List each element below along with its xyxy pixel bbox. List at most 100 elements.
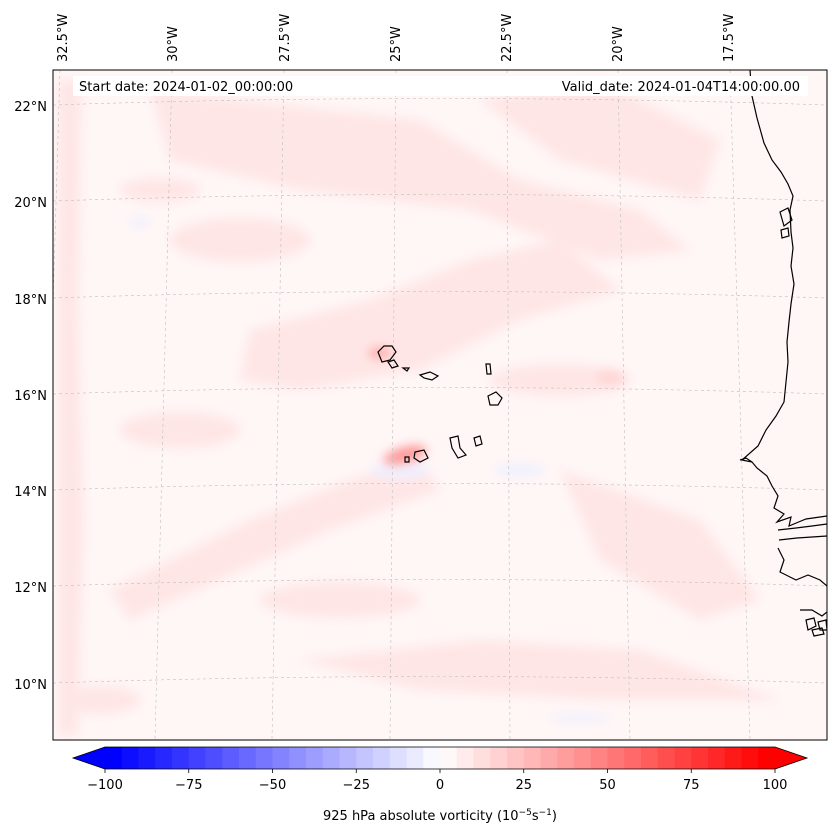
colorbar-extend-low <box>73 747 105 769</box>
vorticity-band-east <box>560 470 760 620</box>
coastline-bijagos-3 <box>817 619 827 631</box>
colorbar-cell <box>540 747 558 769</box>
graticule <box>53 70 827 740</box>
colorbar-cell <box>322 747 340 769</box>
colorbar-tick-label: 75 <box>683 778 700 793</box>
vorticity-blob-5 <box>596 369 624 385</box>
vorticity-blob-4 <box>260 582 420 618</box>
vorticity-neg-4 <box>130 217 150 227</box>
colorbar-cell <box>456 747 474 769</box>
colorbar-cell <box>657 747 675 769</box>
colorbar-cell <box>306 747 324 769</box>
colorbar-cell <box>708 747 726 769</box>
coastline-cape-verde-7 <box>449 435 468 459</box>
colorbar-tick-label: 50 <box>599 778 616 793</box>
colorbar: −100 −75 −50 −25 0 25 50 75 100 925 hPa absolute… <box>71 746 809 824</box>
gridline-lon-17-5w <box>729 70 751 740</box>
coastline-west-africa <box>740 70 827 527</box>
colorbar-cell <box>138 747 156 769</box>
lon-label-20w: 20°W <box>611 26 626 62</box>
map-frame <box>52 69 828 741</box>
valid-date-label: Valid_date: 2024-01-04T14:00:00.00 <box>562 80 800 95</box>
coastline-cape-verde-8 <box>473 435 483 447</box>
colorbar-cell <box>674 747 692 769</box>
lon-label-22-5w: 22.5°W <box>500 14 515 62</box>
colorbar-cell <box>574 747 592 769</box>
colorbar-cell <box>523 747 541 769</box>
coastline-cape-verde-1 <box>377 345 397 363</box>
vorticity-neg-1 <box>370 462 430 478</box>
gridline-lat-18n <box>53 291 827 299</box>
gridline-lat-14n <box>53 483 827 491</box>
vorticity-neg-2 <box>495 464 545 476</box>
lon-label-17-5w: 17.5°W <box>722 14 737 62</box>
colorbar-cell <box>121 747 139 769</box>
colorbar-cell <box>222 747 240 769</box>
colorbar-cell <box>624 747 642 769</box>
coastline-cape-verde-5 <box>485 363 492 375</box>
gridline-lat-22n <box>53 98 827 106</box>
vorticity-blob-7 <box>120 178 200 202</box>
colorbar-tick-label: −25 <box>343 778 370 793</box>
coastline-guinea-bissau <box>777 547 827 617</box>
lon-tick-labels: 32.5°W 30°W 27.5°W 25°W 22.5°W 20°W 17.5… <box>56 14 737 62</box>
coastline-cape-verde-6 <box>487 391 503 406</box>
colorbar-cells <box>105 747 776 769</box>
lon-label-30w: 30°W <box>166 26 181 62</box>
coastline-cape-verde-10 <box>404 456 410 463</box>
vorticity-blob-2 <box>120 412 240 448</box>
colorbar-cell <box>255 747 273 769</box>
annotation-background <box>73 76 808 96</box>
lat-label-22n: 22°N <box>14 100 47 115</box>
vorticity-cores <box>368 347 427 465</box>
colorbar-tick-label: 0 <box>436 778 444 793</box>
colorbar-extend-high <box>775 747 807 769</box>
colorbar-tick-label: 25 <box>515 778 532 793</box>
lon-label-32-5w: 32.5°W <box>56 14 71 62</box>
coastline-gambia <box>777 523 827 541</box>
coastline-banc-arguin-1 <box>779 207 793 228</box>
coastline-banc-arguin-2 <box>780 227 790 239</box>
lat-label-10n: 10°N <box>14 678 47 693</box>
colorbar-tick-label: −100 <box>87 778 123 793</box>
vorticity-band-southwest <box>110 460 440 620</box>
lat-tick-labels: 22°N 20°N 18°N 16°N 14°N 12°N 10°N <box>14 100 47 693</box>
coastline-cape-verde-9 <box>413 449 429 463</box>
gridline-lon-30w <box>154 70 173 740</box>
vorticity-band-south <box>300 640 780 700</box>
lat-label-16n: 16°N <box>14 389 47 404</box>
colorbar-cell <box>490 747 508 769</box>
gridline-lon-27-5w <box>271 70 285 740</box>
vorticity-field <box>58 80 780 735</box>
gridline-lat-12n <box>53 579 827 587</box>
lat-label-12n: 12°N <box>14 581 47 596</box>
vorticity-core-fogo <box>383 445 427 465</box>
vorticity-blob-6 <box>60 686 140 714</box>
start-date-label: Start date: 2024-01-02_00:00:00 <box>79 80 293 95</box>
gridline-lat-20n <box>53 194 827 202</box>
coastline-bijagos-1 <box>805 617 817 631</box>
colorbar-cell <box>440 747 458 769</box>
coastlines <box>377 70 827 637</box>
coastline-bijagos-2 <box>811 627 825 637</box>
map-panel: Start date: 2024-01-02_00:00:00 Valid_da… <box>53 70 827 740</box>
colorbar-cell <box>172 747 190 769</box>
lat-label-18n: 18°N <box>14 293 47 308</box>
vorticity-neg-3 <box>550 714 610 722</box>
colorbar-cell <box>590 747 608 769</box>
colorbar-cell <box>423 747 441 769</box>
colorbar-cell <box>356 747 374 769</box>
coastline-cape-verde-3 <box>401 367 411 372</box>
colorbar-cell <box>641 747 659 769</box>
colorbar-cell <box>289 747 307 769</box>
colorbar-cell <box>272 747 290 769</box>
colorbar-cell <box>373 747 391 769</box>
colorbar-tick-label: 100 <box>763 778 788 793</box>
colorbar-cell <box>105 747 123 769</box>
colorbar-cell <box>607 747 625 769</box>
colorbar-cell <box>406 747 424 769</box>
gridline-lat-10n <box>53 676 827 684</box>
gridline-lon-20w <box>617 70 631 740</box>
lat-label-20n: 20°N <box>14 196 47 211</box>
